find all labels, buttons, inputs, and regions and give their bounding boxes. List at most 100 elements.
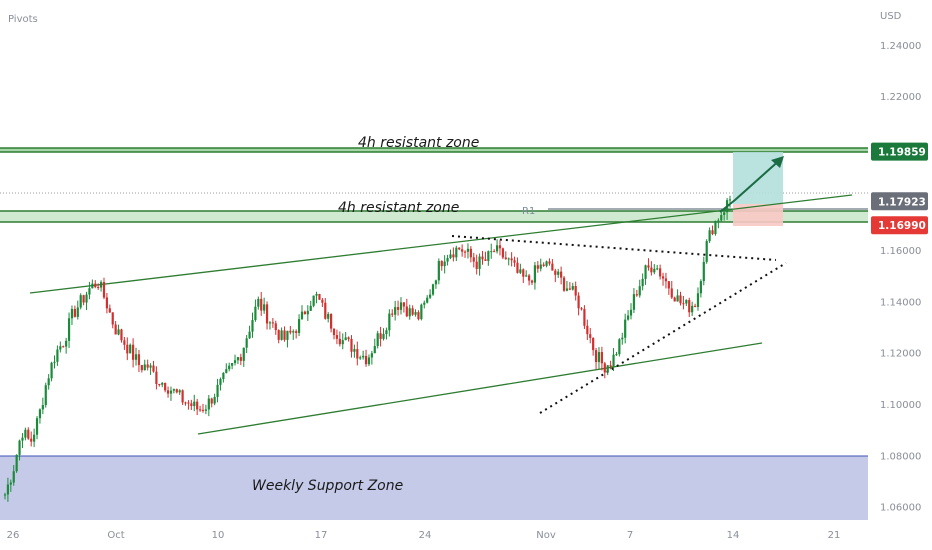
candle-body	[443, 261, 446, 267]
candle-body	[626, 315, 630, 320]
candle-body	[236, 357, 240, 361]
y-tick-label: 1.06000	[880, 503, 921, 514]
candle-body	[638, 286, 641, 296]
candle-body	[478, 256, 481, 269]
candle-body	[105, 297, 109, 309]
candle-body	[498, 245, 502, 249]
price-tags: 1.19859 1.17923 1.16990	[871, 142, 928, 235]
price-axis[interactable]	[868, 0, 932, 550]
candle-body	[210, 398, 213, 404]
candle-body	[388, 313, 391, 331]
y-tick-label: 1.16000	[880, 246, 921, 257]
candle-body	[696, 293, 700, 307]
price-tag-label: 1.17923	[878, 196, 926, 208]
candle-body	[85, 294, 88, 303]
candle-body	[612, 354, 615, 367]
candle-body	[656, 268, 659, 270]
candle-body	[399, 302, 403, 310]
candle-body	[30, 438, 33, 442]
candle-body	[562, 277, 566, 291]
candle-body	[679, 295, 682, 304]
candle-body	[632, 294, 636, 310]
candle-body	[18, 440, 21, 455]
candle-body	[73, 308, 76, 317]
candle-body	[292, 331, 295, 333]
candle-body	[682, 303, 685, 305]
candle-body	[644, 265, 647, 279]
candle-body	[702, 261, 705, 282]
candle-body	[193, 401, 196, 407]
candle-body	[271, 322, 274, 324]
x-tick-label: 21	[828, 530, 841, 541]
candle-body	[417, 312, 420, 320]
candle-body	[475, 261, 478, 269]
candle-body	[62, 346, 65, 348]
candle-body	[347, 337, 350, 339]
candle-body	[376, 333, 379, 346]
candle-body	[341, 340, 344, 345]
y-tick-label: 1.14000	[880, 297, 921, 308]
candle-body	[624, 319, 627, 338]
candle-body	[88, 288, 91, 295]
candle-body	[420, 304, 423, 320]
candle-body	[6, 484, 10, 495]
candle-body	[263, 304, 266, 311]
projection-arrow	[719, 157, 783, 213]
candle-body	[306, 310, 309, 315]
candle-body	[242, 347, 245, 361]
candle-body	[134, 354, 138, 360]
candle-body	[356, 349, 359, 359]
candle-body	[152, 365, 155, 372]
candle-body	[650, 267, 653, 273]
candle-body	[667, 281, 670, 289]
candle-body	[76, 307, 79, 317]
candle-body	[461, 249, 464, 252]
stop-box	[733, 204, 783, 226]
candle-body	[466, 248, 470, 252]
candle-body	[670, 288, 673, 298]
candle-body	[158, 383, 161, 385]
candle-body	[274, 323, 277, 331]
candle-body	[688, 299, 691, 313]
triangle-upper-line	[451, 235, 777, 261]
candle-body	[216, 384, 219, 397]
candle-body	[525, 275, 528, 277]
time-axis[interactable]	[0, 520, 868, 550]
candle-body	[364, 355, 368, 365]
candle-body	[53, 361, 56, 363]
x-axis-ticks: 26 Oct 10 17 24 Nov 7 14 21	[7, 530, 841, 541]
candle-body	[411, 308, 414, 315]
candle-body	[309, 305, 312, 311]
candle-body	[717, 220, 720, 222]
candle-body	[545, 261, 548, 266]
candle-body	[391, 313, 394, 315]
candle-body	[300, 311, 304, 320]
candle-body	[519, 269, 522, 273]
candle-body	[91, 283, 94, 289]
candle-body	[653, 268, 656, 273]
y-tick-label: 1.22000	[880, 92, 921, 103]
candle-body	[455, 247, 458, 258]
candle-body	[472, 257, 475, 262]
candle-body	[714, 220, 717, 235]
candle-body	[149, 365, 152, 368]
candle-body	[382, 334, 385, 339]
candle-body	[277, 330, 280, 340]
candle-body	[597, 352, 601, 363]
candle-body	[440, 260, 443, 267]
x-tick-label: 24	[419, 530, 432, 541]
candle-body	[12, 471, 15, 483]
candle-body	[522, 269, 525, 277]
candle-body	[431, 284, 435, 295]
weekly-support-zone	[0, 456, 868, 520]
candle-body	[132, 344, 135, 360]
candle-body	[146, 364, 149, 368]
candle-body	[664, 278, 668, 282]
candle-body	[574, 286, 577, 296]
candle-body	[580, 308, 583, 310]
candle-body	[405, 306, 408, 317]
candle-body	[609, 365, 612, 367]
candle-body	[516, 262, 519, 273]
candle-body	[449, 254, 452, 259]
